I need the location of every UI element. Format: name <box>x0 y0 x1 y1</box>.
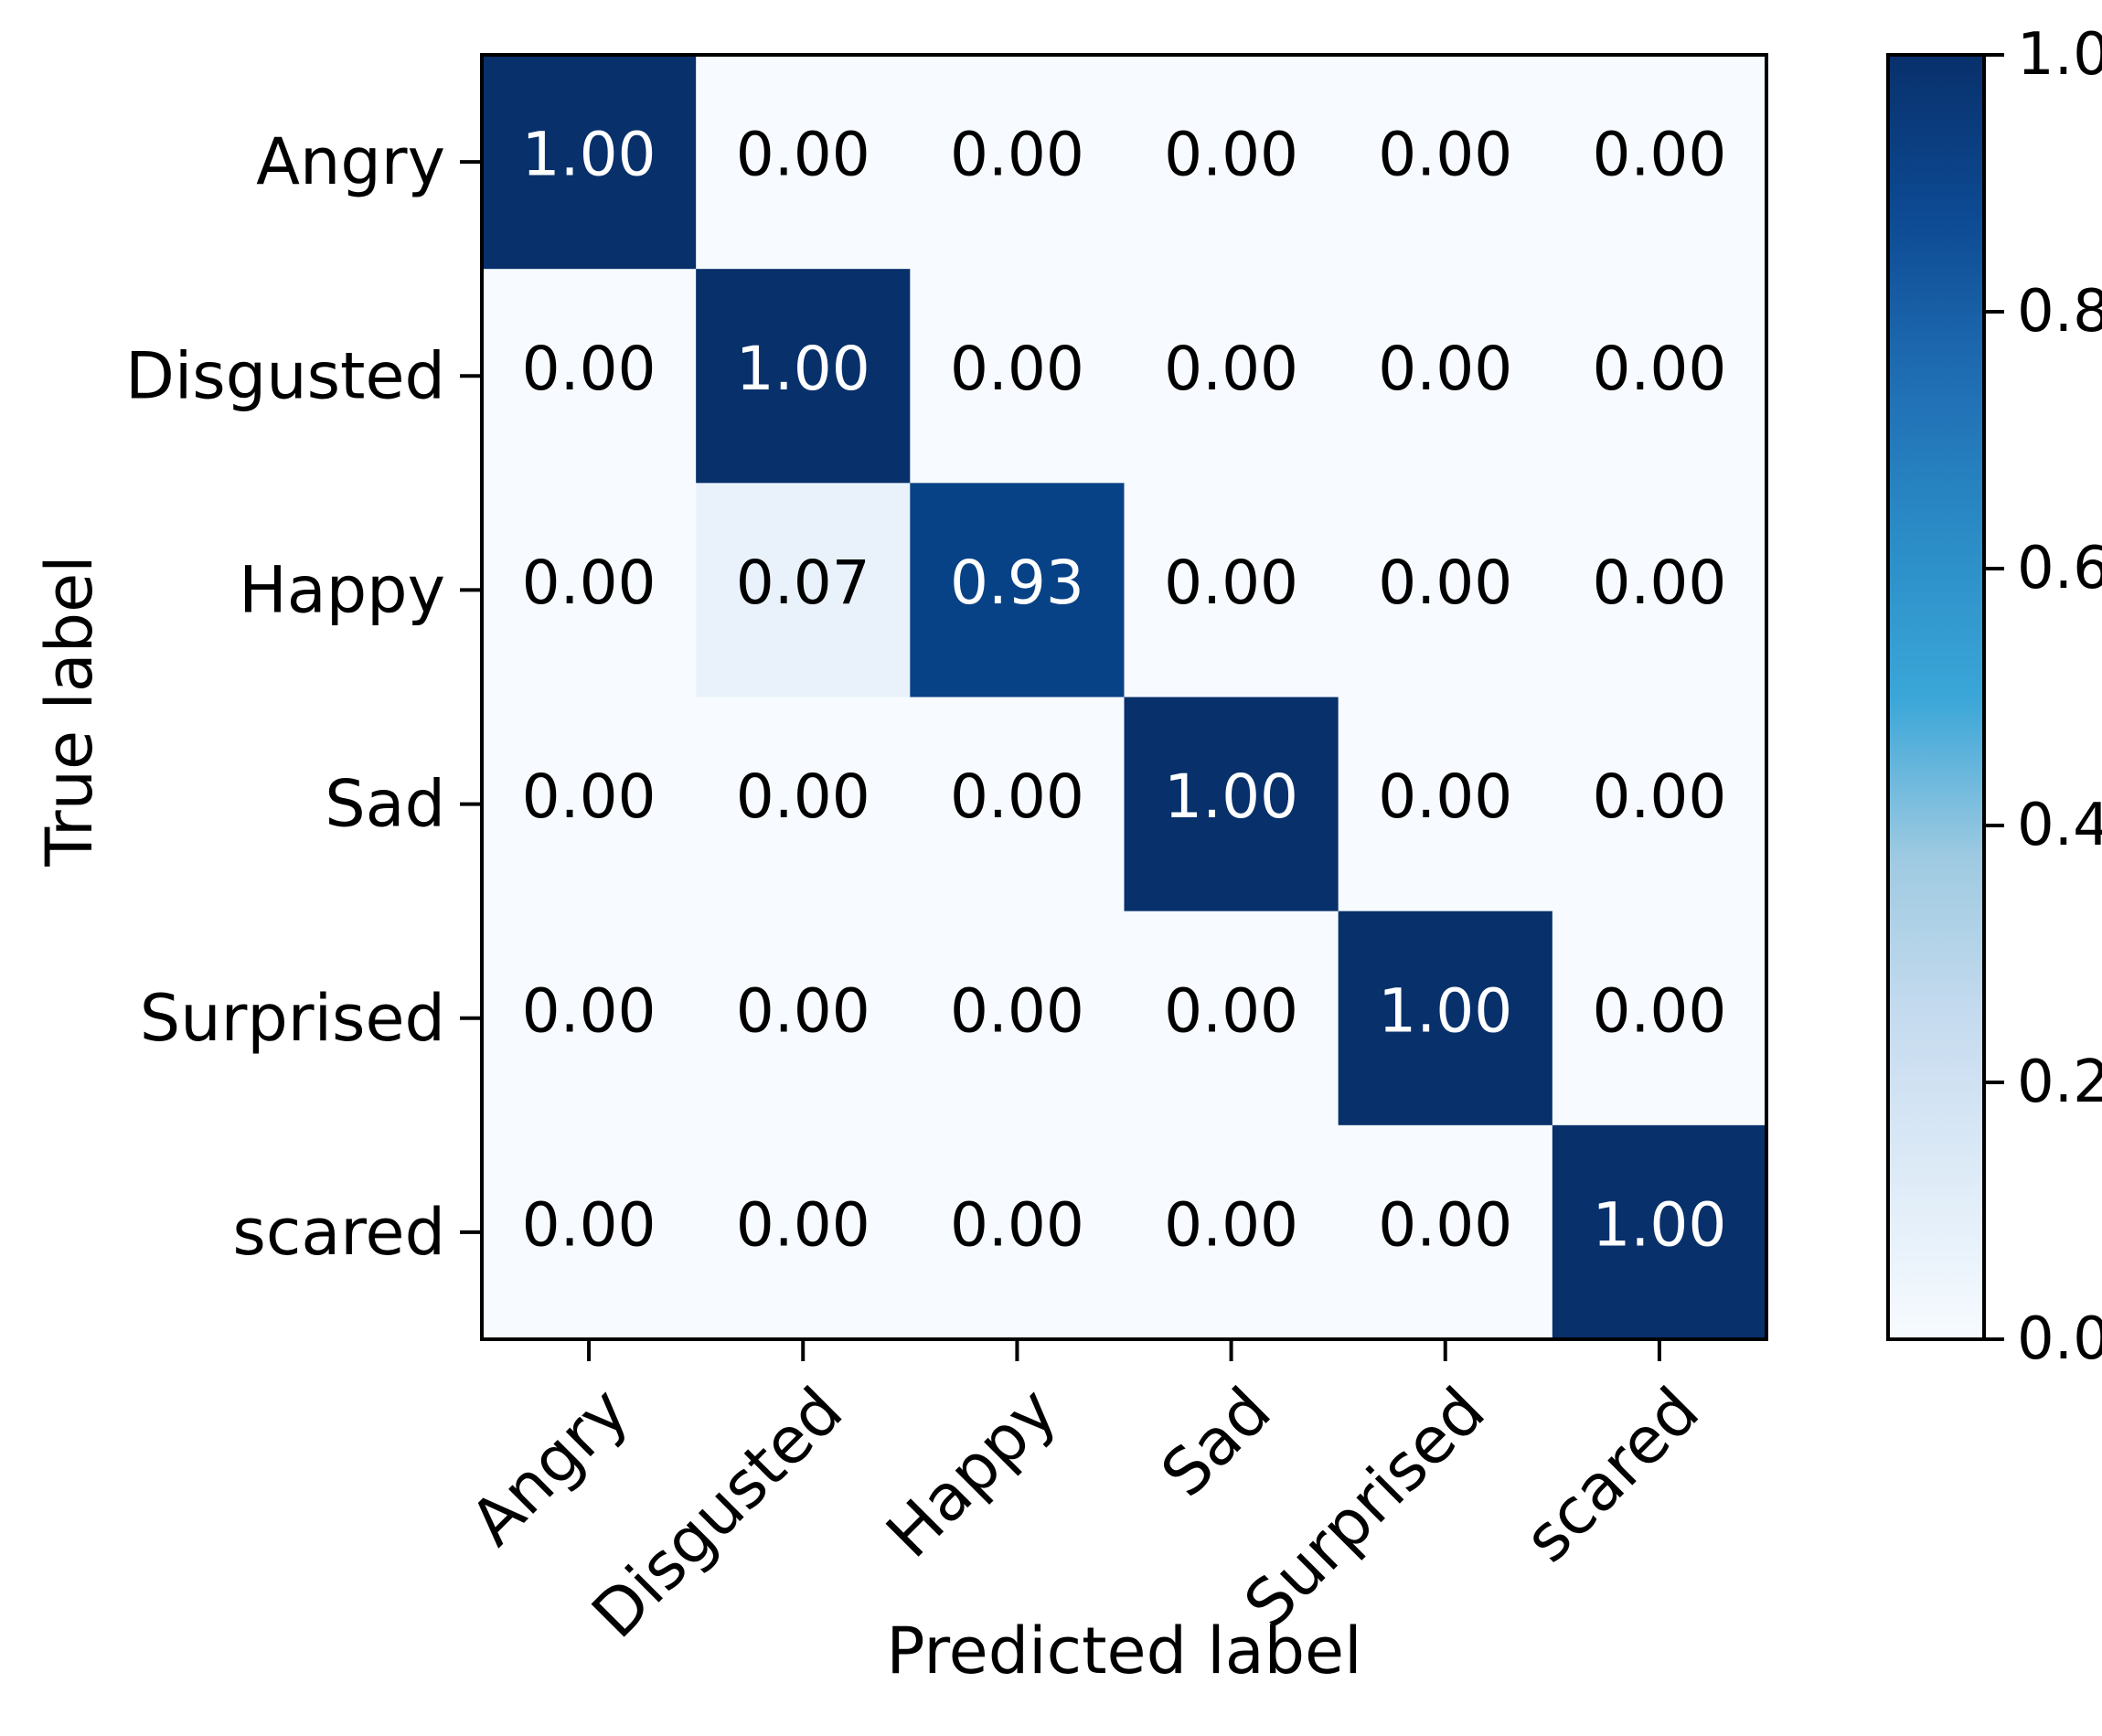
matrix-cell-labels: 1.00 0.00 0.00 0.00 0.00 0.00 0.00 1.00 0.00 0.00… <box>522 120 1727 1261</box>
matrix-cell-r3-c5 <box>1552 697 1767 912</box>
matrix-cell-label-r0-c3: 0.00 <box>1164 120 1298 190</box>
matrix-cell-r4-c4 <box>1338 911 1553 1126</box>
x-tick-label-3: Sad <box>1147 1373 1285 1511</box>
matrix-cell-r1-c4 <box>1338 269 1553 484</box>
matrix-cell-label-r3-c4: 0.00 <box>1378 761 1512 832</box>
y-axis-ticks: Angry Disgusted Happy Sad Surprised scared <box>125 124 482 1270</box>
x-axis-label: Predicted label <box>886 1614 1361 1688</box>
matrix-cell-label-r2-c1: 0.07 <box>736 548 870 618</box>
matrix-cell-r0-c1 <box>696 55 911 270</box>
matrix-cell-label-r2-c4: 0.00 <box>1378 548 1512 618</box>
matrix-cell-r5-c3 <box>1124 1124 1339 1340</box>
matrix-cell-r5-c4 <box>1338 1124 1553 1340</box>
matrix-cell-label-r1-c2: 0.00 <box>950 334 1084 404</box>
plot-frame <box>480 53 1768 1341</box>
matrix-cells <box>482 55 1767 1340</box>
matrix-cell-label-r0-c1: 0.00 <box>736 120 870 190</box>
matrix-cell-label-r4-c3: 0.00 <box>1164 975 1298 1046</box>
matrix-cell-r0-c4 <box>1338 55 1553 270</box>
matrix-cell-r5-c0 <box>482 1124 697 1340</box>
matrix-cell-r1-c1 <box>696 269 911 484</box>
matrix-cell-r1-c3 <box>1124 269 1339 484</box>
matrix-cell-r4-c0 <box>482 911 697 1126</box>
matrix-cell-r0-c3 <box>1124 55 1339 270</box>
colorbar-tick-label-5: 1.0 <box>2017 21 2102 89</box>
matrix-cell-r5-c5 <box>1552 1124 1767 1340</box>
matrix-cell-r3-c4 <box>1338 697 1553 912</box>
colorbar-tick-label-1: 0.2 <box>2017 1049 2102 1116</box>
matrix-cell-r3-c1 <box>696 697 911 912</box>
matrix-cell-label-r4-c4: 1.00 <box>1378 975 1512 1046</box>
matrix-cell-r5-c1 <box>696 1124 911 1340</box>
matrix-cell-label-r1-c1: 1.00 <box>736 334 870 404</box>
y-tick-label-4: Surprised <box>140 981 445 1056</box>
x-tick-label-0: Angry <box>456 1373 643 1560</box>
y-axis-label: True label <box>32 555 107 867</box>
matrix-cell-label-r2-c2: 0.93 <box>950 548 1084 618</box>
colorbar-ticks: 0.0 0.2 0.4 0.6 0.8 1.0 <box>1984 21 2102 1373</box>
colorbar-tick-label-4: 0.8 <box>2017 278 2102 346</box>
matrix-cell-r4-c5 <box>1552 911 1767 1126</box>
matrix-cell-label-r1-c3: 0.00 <box>1164 334 1298 404</box>
matrix-cell-r1-c0 <box>482 269 697 484</box>
matrix-cell-r3-c2 <box>910 697 1125 912</box>
y-tick-label-1: Disgusted <box>125 338 445 413</box>
matrix-cell-r2-c3 <box>1124 483 1339 698</box>
matrix-cell-label-r5-c2: 0.00 <box>950 1189 1084 1260</box>
matrix-cell-r4-c2 <box>910 911 1125 1126</box>
matrix-cell-label-r1-c0: 0.00 <box>522 334 656 404</box>
matrix-cell-label-r4-c5: 0.00 <box>1592 975 1726 1046</box>
matrix-cell-r2-c0 <box>482 483 697 698</box>
matrix-cell-r1-c5 <box>1552 269 1767 484</box>
matrix-cell-label-r4-c1: 0.00 <box>736 975 870 1046</box>
matrix-cell-label-r0-c0: 1.00 <box>522 120 656 190</box>
matrix-cell-label-r3-c3: 1.00 <box>1164 761 1298 832</box>
matrix-cell-r4-c3 <box>1124 911 1339 1126</box>
matrix-cell-label-r4-c2: 0.00 <box>950 975 1084 1046</box>
matrix-cell-label-r3-c2: 0.00 <box>950 761 1084 832</box>
y-tick-label-2: Happy <box>239 552 445 627</box>
matrix-cell-r2-c2 <box>910 483 1125 698</box>
matrix-cell-r0-c0 <box>482 55 697 270</box>
matrix-cell-r2-c1 <box>696 483 911 698</box>
matrix-cell-r5-c2 <box>910 1124 1125 1340</box>
matrix-cell-r2-c4 <box>1338 483 1553 698</box>
matrix-cell-label-r0-c2: 0.00 <box>950 120 1084 190</box>
matrix-cell-label-r1-c4: 0.00 <box>1378 334 1512 404</box>
matrix-cell-label-r3-c1: 0.00 <box>736 761 870 832</box>
matrix-cell-label-r5-c0: 0.00 <box>522 1189 656 1260</box>
x-tick-label-5: scared <box>1510 1373 1713 1576</box>
colorbar-tick-label-0: 0.0 <box>2017 1305 2102 1373</box>
matrix-cell-r0-c5 <box>1552 55 1767 270</box>
matrix-cell-label-r3-c0: 0.00 <box>522 761 656 832</box>
x-tick-label-2: Happy <box>872 1373 1072 1572</box>
matrix-cell-r1-c2 <box>910 269 1125 484</box>
matrix-cell-label-r3-c5: 0.00 <box>1592 761 1726 832</box>
matrix-cell-r2-c5 <box>1552 483 1767 698</box>
y-tick-label-0: Angry <box>256 124 445 199</box>
matrix-cell-label-r0-c4: 0.00 <box>1378 120 1512 190</box>
matrix-cell-label-r2-c5: 0.00 <box>1592 548 1726 618</box>
matrix-cell-r0-c2 <box>910 55 1125 270</box>
colorbar-tick-label-2: 0.4 <box>2017 792 2102 859</box>
matrix-cell-label-r5-c4: 0.00 <box>1378 1189 1512 1260</box>
matrix-cell-label-r1-c5: 0.00 <box>1592 334 1726 404</box>
matrix-cell-label-r2-c0: 0.00 <box>522 548 656 618</box>
matrix-cell-label-r2-c3: 0.00 <box>1164 548 1298 618</box>
matrix-cell-r3-c3 <box>1124 697 1339 912</box>
matrix-cell-r3-c0 <box>482 697 697 912</box>
colorbar-tick-label-3: 0.6 <box>2017 535 2102 602</box>
matrix-cell-label-r5-c5: 1.00 <box>1592 1189 1726 1260</box>
matrix-cell-label-r5-c3: 0.00 <box>1164 1189 1298 1260</box>
colorbar: 0.0 0.2 0.4 0.6 0.8 1.0 <box>1886 21 2102 1373</box>
y-tick-label-5: scared <box>232 1195 445 1270</box>
matrix-cell-r4-c1 <box>696 911 911 1126</box>
matrix-cell-label-r4-c0: 0.00 <box>522 975 656 1046</box>
y-tick-label-3: Sad <box>325 767 445 842</box>
matrix-cell-label-r0-c5: 0.00 <box>1592 120 1726 190</box>
matrix-cell-label-r5-c1: 0.00 <box>736 1189 870 1260</box>
colorbar-gradient <box>1886 53 1986 1341</box>
